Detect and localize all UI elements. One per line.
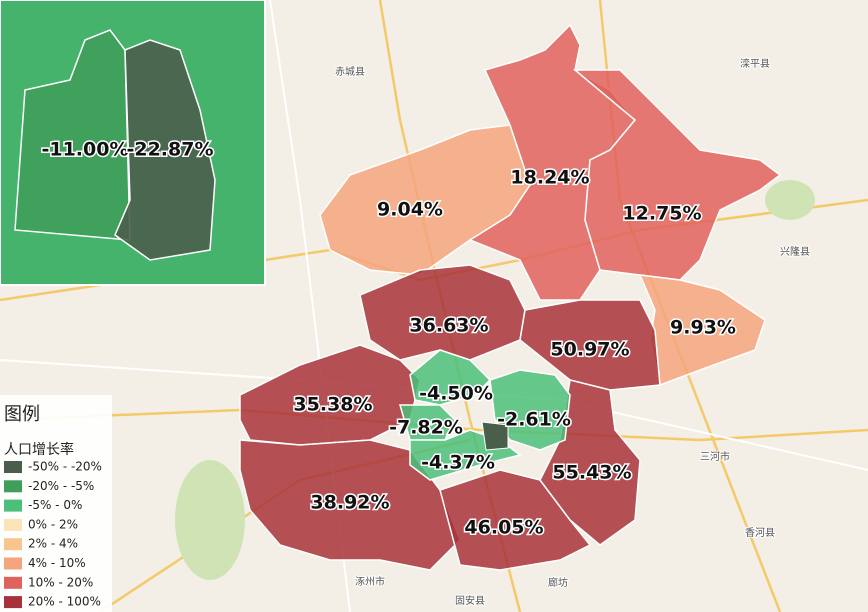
- legend: 图例 人口增长率 -50% - -20% -20% - -5% -5% - 0% 0%…: [0, 395, 112, 612]
- district-label: 12.75%: [622, 203, 701, 225]
- legend-label: 0% - 2%: [28, 517, 78, 531]
- district: [409, 349, 492, 406]
- legend-swatch: [4, 461, 22, 473]
- legend-swatch: [4, 518, 22, 531]
- district: [439, 469, 592, 571]
- district-label: -7.82%: [389, 417, 463, 439]
- legend-swatch: [4, 596, 22, 609]
- place-name: 廊坊: [548, 576, 568, 589]
- regions: 9.04% 18.24% 12.75% 9.93% 36.63% 50.97% 35.38%…: [239, 23, 782, 571]
- legend-label: 10% - 20%: [28, 575, 93, 589]
- inset-district: [114, 39, 216, 261]
- legend-title: 图例: [4, 404, 40, 425]
- inset-label: -11.00%: [41, 139, 128, 161]
- place-name: 滦平县: [740, 57, 770, 70]
- place-name: 涿州市: [355, 575, 385, 588]
- legend-label: 4% - 10%: [28, 556, 86, 570]
- district-label: 36.63%: [409, 315, 488, 337]
- legend-swatch: [4, 499, 22, 512]
- legend-label: 2% - 4%: [28, 537, 78, 551]
- place-name: 香河县: [745, 527, 775, 539]
- district-label: 18.24%: [510, 167, 589, 189]
- legend-swatch: [4, 480, 22, 493]
- district-label: 46.05%: [464, 517, 543, 539]
- legend-swatch: [4, 576, 22, 589]
- place-name: 固安县: [455, 594, 485, 607]
- legend-subtitle: 人口增长率: [4, 441, 74, 458]
- legend-label: -5% - 0%: [28, 498, 82, 512]
- district: [519, 299, 661, 391]
- legend-label: 20% - 100%: [28, 595, 101, 609]
- legend-swatch: [4, 557, 22, 570]
- district: [572, 69, 782, 281]
- legend-label: -50% - -20%: [28, 460, 102, 474]
- inset-map: -11.00%-22.87%: [0, 0, 266, 286]
- district-label: -2.61%: [497, 409, 571, 431]
- district-label: 9.04%: [377, 199, 443, 221]
- district: [239, 439, 461, 571]
- legend-label: -20% - -5%: [28, 479, 94, 493]
- core-district: [481, 421, 509, 451]
- district-label: -4.50%: [419, 383, 493, 405]
- district-label: 9.93%: [670, 317, 736, 339]
- district-label: 35.38%: [293, 394, 372, 416]
- place-name: 赤城县: [335, 66, 365, 78]
- inset-label: -22.87%: [126, 139, 213, 161]
- place-name: 三河市: [700, 450, 730, 463]
- legend-swatch: [4, 538, 22, 551]
- district: [399, 404, 456, 441]
- district-label: 50.97%: [550, 339, 629, 361]
- district-label: 38.92%: [310, 492, 389, 514]
- district-label: 55.43%: [552, 462, 631, 484]
- district-label: -4.37%: [421, 452, 495, 474]
- place-name: 兴隆县: [780, 245, 810, 258]
